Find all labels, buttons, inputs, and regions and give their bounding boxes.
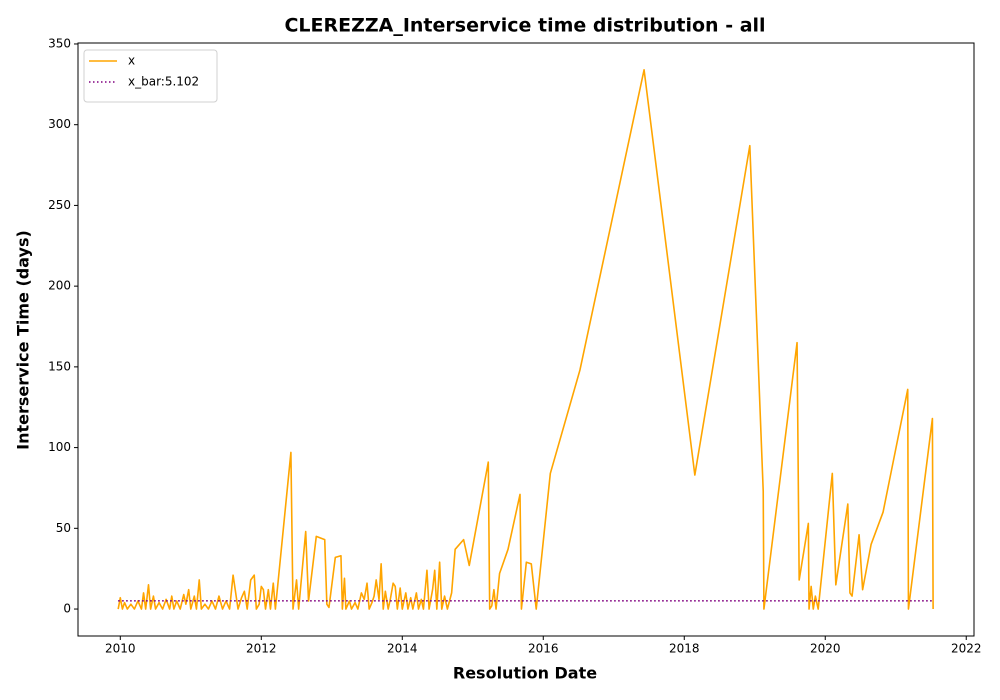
series-line xyxy=(117,69,934,610)
y-tick-label: 250 xyxy=(48,198,71,212)
x-tick-label: 2018 xyxy=(669,642,700,656)
y-tick-label: 0 xyxy=(63,602,71,616)
legend-label: x_bar:5.102 xyxy=(128,75,199,89)
plot-frame xyxy=(77,42,975,637)
y-tick-label: 100 xyxy=(48,440,71,454)
y-axis-label: Interservice Time (days) xyxy=(14,230,33,450)
x-axis-label: Resolution Date xyxy=(453,664,597,683)
x-tick-label: 2014 xyxy=(387,642,418,656)
legend-label: x xyxy=(128,54,135,68)
chart-title: CLEREZZA_Interservice time distribution … xyxy=(284,15,765,37)
y-tick-label: 50 xyxy=(56,521,71,535)
legend-box xyxy=(83,49,218,103)
y-tick-label: 350 xyxy=(48,36,71,50)
x-tick-label: 2016 xyxy=(528,642,559,656)
y-tick-label: 150 xyxy=(48,359,71,373)
x-tick-label: 2010 xyxy=(105,642,136,656)
y-tick-label: 300 xyxy=(48,117,71,131)
x-tick-label: 2020 xyxy=(810,642,841,656)
x-tick-label: 2022 xyxy=(951,642,982,656)
y-tick-label: 200 xyxy=(48,279,71,293)
x-tick-label: 2012 xyxy=(246,642,277,656)
